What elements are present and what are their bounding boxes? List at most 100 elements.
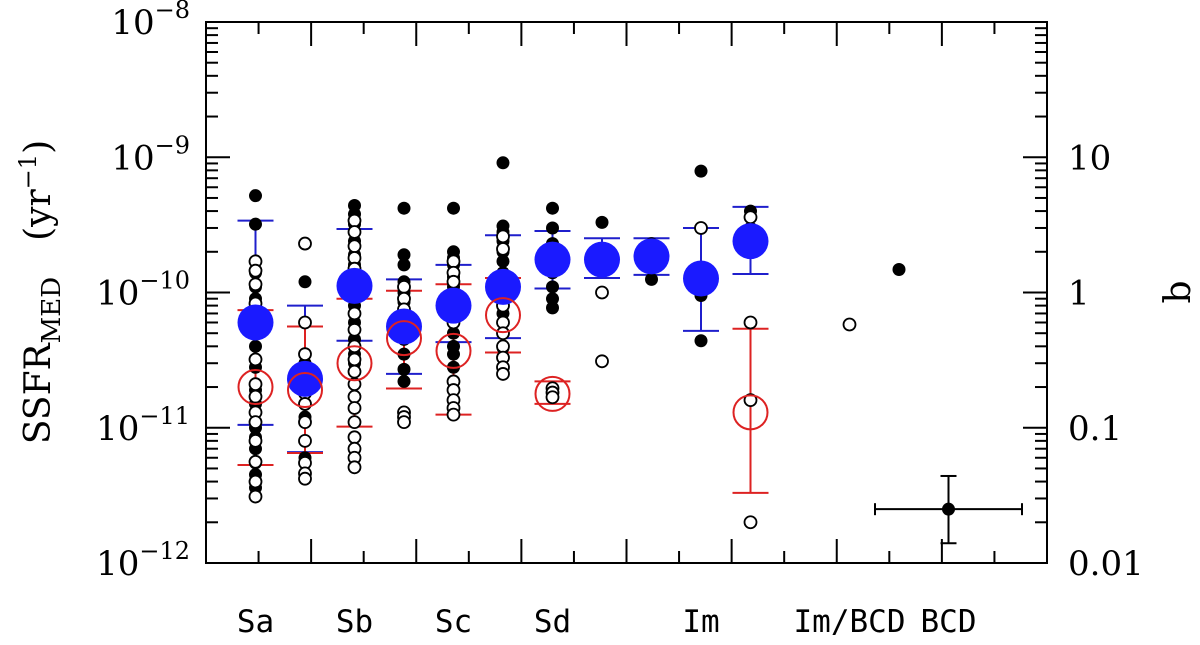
filled-black-point xyxy=(694,164,708,178)
open-black-point xyxy=(694,221,708,235)
open-black-point xyxy=(347,352,362,367)
blue-median-point xyxy=(534,241,571,278)
open-black-point xyxy=(248,377,263,392)
open-black-point xyxy=(248,474,263,489)
open-black-point xyxy=(347,401,362,415)
open-black-point xyxy=(248,389,263,404)
x-category-label: Im xyxy=(682,604,719,640)
y-axis-title: SSFRMED (yr−1) xyxy=(14,140,67,444)
y-tick-label-base: 10 xyxy=(111,3,154,43)
open-black-point xyxy=(496,367,510,381)
y-axis-title-unit-close: ) xyxy=(18,140,59,154)
blue-median-point xyxy=(386,308,422,345)
red-median-point xyxy=(485,297,521,334)
y-tick-label: 10−11 xyxy=(96,402,190,449)
y-tick-label: 10−10 xyxy=(96,267,190,314)
y2-tick-label: 0.01 xyxy=(1068,544,1144,584)
red-median-point xyxy=(336,345,373,382)
open-black-point xyxy=(248,433,263,448)
y-tick-label-exp: −11 xyxy=(139,402,190,430)
open-black-point xyxy=(347,213,362,228)
red-median-point xyxy=(386,320,422,357)
filled-black-point xyxy=(249,189,262,203)
open-black-point xyxy=(298,471,312,486)
red-median-point xyxy=(237,369,274,406)
open-black-point xyxy=(347,364,362,379)
filled-black-point xyxy=(546,301,559,315)
blue-median-point xyxy=(287,360,323,397)
open-black-point xyxy=(248,352,263,367)
y-axis-title-unit-exp: −1 xyxy=(14,154,42,189)
filled-black-point xyxy=(546,201,559,215)
y-tick-label-base: 10 xyxy=(111,138,154,178)
y-tick-label-base: 10 xyxy=(96,274,139,314)
y-tick-label-base: 10 xyxy=(96,544,139,584)
open-black-point xyxy=(347,415,362,430)
y-tick-label-exp: −10 xyxy=(139,267,190,295)
blue-median-point xyxy=(435,287,472,324)
open-black-point xyxy=(347,322,362,337)
open-black-point xyxy=(347,460,362,475)
open-black-point xyxy=(545,390,560,405)
y-tick-label: 10−9 xyxy=(111,131,190,178)
open-black-point xyxy=(595,354,609,369)
open-black-point xyxy=(347,306,362,321)
filled-black-point xyxy=(397,374,411,388)
red-median-point xyxy=(534,375,571,412)
open-black-point xyxy=(446,274,461,289)
blue-median-point xyxy=(683,260,719,297)
y-tick-label-base: 10 xyxy=(96,409,139,449)
axis-ticks xyxy=(206,22,1047,563)
open-black-point xyxy=(248,489,263,504)
red-median-point xyxy=(732,394,769,431)
data-markers xyxy=(237,156,955,530)
filled-black-point xyxy=(397,362,411,376)
open-black-point xyxy=(298,397,312,411)
open-black-point xyxy=(743,393,758,408)
x-category-label: Sa xyxy=(237,604,274,640)
y2-tick-label: 10 xyxy=(1068,138,1111,178)
filled-black-point xyxy=(249,217,262,231)
blue-median-point xyxy=(336,267,373,304)
filled-black-point xyxy=(447,201,460,215)
blue-median-point xyxy=(584,241,620,278)
blue-median-point xyxy=(485,268,521,305)
open-black-point xyxy=(743,515,758,530)
y-axis-title-sub: MED xyxy=(37,277,67,343)
y-axis-title-unit: (yr xyxy=(18,189,59,241)
open-black-point xyxy=(446,407,461,422)
open-black-point xyxy=(298,236,312,251)
open-black-point xyxy=(496,229,510,244)
x-category-labels: Sa Sb Sc Sd Im Im/BCD BCD xyxy=(237,604,977,640)
plot-frame-group xyxy=(205,21,1048,564)
open-black-point xyxy=(347,225,362,239)
open-black-point xyxy=(743,315,758,330)
y-tick-label-exp: −12 xyxy=(139,537,190,565)
y-axis-title-main: SSFR xyxy=(18,342,59,444)
x-category-label: Sc xyxy=(435,604,472,640)
open-black-point xyxy=(298,433,312,448)
filled-black-point xyxy=(298,275,312,289)
x-category-label: Im/BCD xyxy=(794,604,906,640)
filled-black-point xyxy=(892,262,906,276)
open-black-point xyxy=(298,415,312,430)
filled-black-point xyxy=(546,292,559,306)
open-black-point xyxy=(298,315,312,330)
open-black-point xyxy=(248,263,263,278)
filled-black-point xyxy=(546,280,559,294)
open-black-point xyxy=(397,280,411,294)
open-black-point xyxy=(743,210,758,225)
y-tick-label: 10−8 xyxy=(111,0,190,43)
y2-tick-label: 1 xyxy=(1068,274,1090,314)
open-black-point xyxy=(446,254,461,269)
x-category-label: Sb xyxy=(336,604,373,640)
y2-axis-title: b xyxy=(1158,280,1199,303)
filled-black-point xyxy=(546,221,559,235)
filled-black-point xyxy=(942,502,955,516)
x-category-label: Sd xyxy=(534,604,571,640)
blue-median-point xyxy=(633,238,670,275)
open-black-point xyxy=(496,326,510,341)
open-black-point xyxy=(842,317,857,332)
